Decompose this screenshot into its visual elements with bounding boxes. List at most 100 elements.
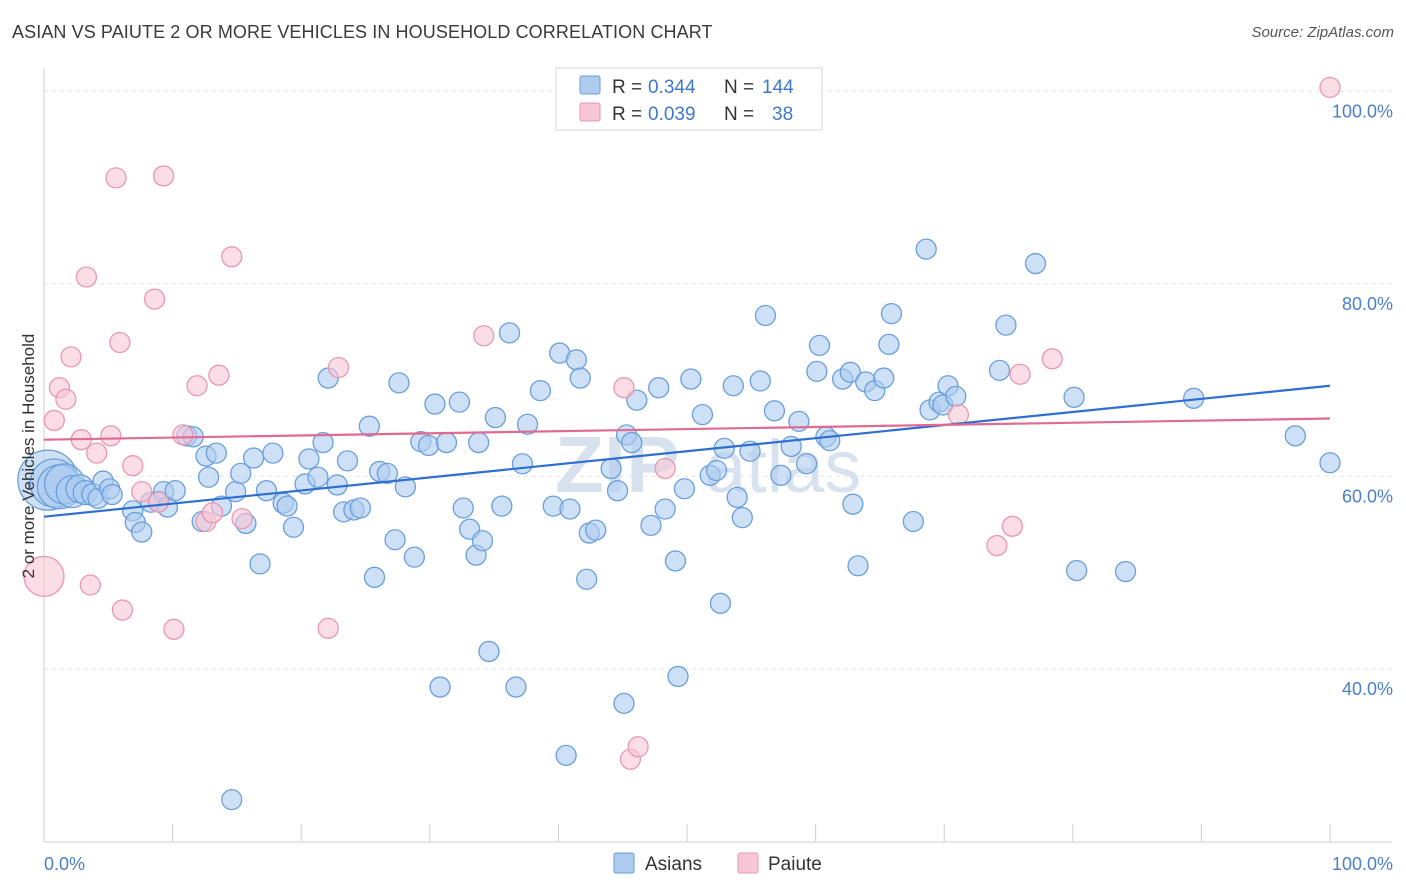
asian-point [164,480,186,502]
asian-point [726,486,748,509]
asian-point [749,370,771,392]
y-tick-label: 80.0% [1342,294,1393,314]
asian-point [559,498,581,520]
asian-point [336,450,359,472]
asian-point [276,495,298,517]
bottom-legend-asians: Asians [645,854,702,875]
asian-point [654,498,676,520]
asian-point [648,377,670,399]
asian-point [847,555,869,577]
asian-point [878,333,900,356]
asian-point [819,429,841,452]
paiute-point [1009,363,1031,385]
y-tick-label: 100.0% [1332,101,1393,121]
paiute-point [186,375,208,397]
asian-point [358,415,381,437]
asian-point [691,403,714,426]
asian-point [131,521,153,543]
asian-point [600,457,622,480]
asian-point [988,359,1011,382]
bottom-legend-paiute: Paiute [768,854,822,875]
asian-point [585,519,607,541]
asian-point [435,431,458,454]
asian-point [403,546,426,568]
asian-point [1063,386,1085,408]
asian-point [197,466,220,488]
legend-asian-r-label: R = [612,77,642,98]
asian-point [770,464,792,486]
asian-point [673,478,696,500]
legend-paiute-r-value: 0.039 [648,104,696,125]
asian-point [511,453,534,475]
asian-point [621,431,643,454]
asian-point [902,510,924,533]
asian-point [576,568,598,590]
asian-point [1319,452,1341,474]
y-tick-label: 60.0% [1342,486,1393,506]
bottom-legend-swatch-asian [613,852,635,874]
legend-asian-n-label: N = [724,77,754,98]
asian-point [1284,425,1306,447]
paiute-point [55,388,77,410]
asian-point [101,483,123,506]
asian-point [606,480,629,502]
asian-point [384,529,406,551]
asian-point [880,302,903,325]
paiute-points [23,76,1341,770]
asian-point [255,480,278,502]
asian-point [298,448,320,470]
asian-trend-line [43,384,1331,518]
paiute-point [221,246,243,268]
asian-point [722,375,744,397]
asian-point [667,665,689,688]
asian-point [262,442,284,464]
asian-point [312,431,334,454]
paiute-point [105,167,127,189]
asian-point [429,676,451,698]
paiute-point [986,534,1008,557]
asian-point [626,389,648,411]
asian-point [1114,560,1137,583]
x-tick-label-min: 0.0% [44,854,85,874]
paiute-point [131,480,153,503]
paiute-point [473,325,495,347]
asian-point [307,466,329,488]
x-tick-label-max: 100.0% [1332,854,1393,874]
asian-point [394,476,417,498]
paiute-point [79,574,101,596]
paiute-point [201,502,224,524]
asian-point [452,497,474,519]
bottom-legend-swatch-paiute [737,852,759,874]
asian-points [17,238,1341,811]
asian-point [915,238,937,260]
paiute-point [143,288,166,310]
asian-point [569,367,591,389]
paiute-point [1319,76,1341,99]
asian-point [349,497,372,519]
paiute-point [111,599,134,621]
asian-point [555,744,577,767]
paiute-point [627,736,649,758]
asian-point [221,789,243,811]
paiute-point [163,618,185,640]
paiute-point [60,346,82,368]
asian-point [705,459,728,482]
asian-point [505,676,527,698]
asian-point [763,400,786,422]
asian-point [806,360,828,382]
asian-point [945,385,967,408]
paiute-point [317,617,339,639]
paiute-trend-line [43,417,1331,441]
top-legend: R = 0.344 N = 144 R = 0.039 N = 38 [555,67,823,131]
asian-point [376,462,399,485]
asian-point [424,393,446,415]
paiute-point [327,356,350,379]
paiute-point [613,377,635,399]
asian-point [484,406,507,429]
paiute-point [208,364,230,386]
asian-point [491,495,513,517]
paiute-point [100,425,122,447]
paiute-point [122,455,144,477]
asian-point [1024,252,1047,275]
